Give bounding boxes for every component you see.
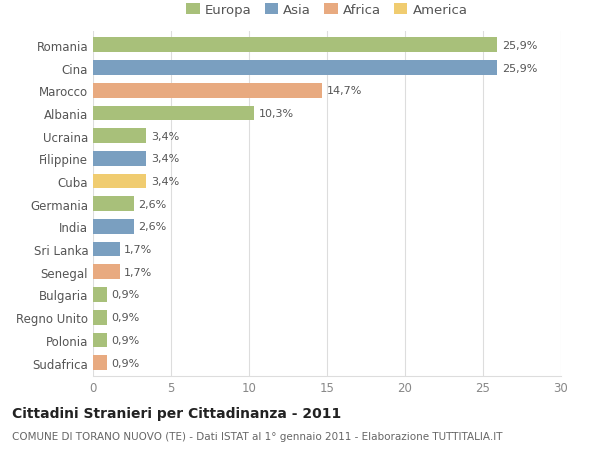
Bar [93,129,146,144]
Text: 2,6%: 2,6% [138,222,166,232]
Bar [93,287,107,302]
Bar [93,265,119,280]
Text: 0,9%: 0,9% [112,290,140,300]
Text: 0,9%: 0,9% [112,335,140,345]
Text: 2,6%: 2,6% [138,199,166,209]
Text: 3,4%: 3,4% [151,177,179,187]
Text: 25,9%: 25,9% [502,41,537,50]
Bar [93,39,497,53]
Bar [93,151,146,166]
Bar [93,310,107,325]
Text: 3,4%: 3,4% [151,131,179,141]
Bar [93,197,134,212]
Legend: Europa, Asia, Africa, America: Europa, Asia, Africa, America [181,0,473,22]
Text: 25,9%: 25,9% [502,63,537,73]
Bar [93,61,497,76]
Text: 0,9%: 0,9% [112,358,140,368]
Text: Cittadini Stranieri per Cittadinanza - 2011: Cittadini Stranieri per Cittadinanza - 2… [12,406,341,420]
Bar [93,242,119,257]
Text: 1,7%: 1,7% [124,245,152,255]
Bar [93,355,107,370]
Text: COMUNE DI TORANO NUOVO (TE) - Dati ISTAT al 1° gennaio 2011 - Elaborazione TUTTI: COMUNE DI TORANO NUOVO (TE) - Dati ISTAT… [12,431,503,442]
Bar [93,174,146,189]
Text: 1,7%: 1,7% [124,267,152,277]
Bar [93,219,134,234]
Text: 0,9%: 0,9% [112,313,140,323]
Text: 10,3%: 10,3% [259,109,293,119]
Bar [93,106,254,121]
Text: 3,4%: 3,4% [151,154,179,164]
Bar [93,333,107,347]
Bar [93,84,322,98]
Text: 14,7%: 14,7% [327,86,362,96]
